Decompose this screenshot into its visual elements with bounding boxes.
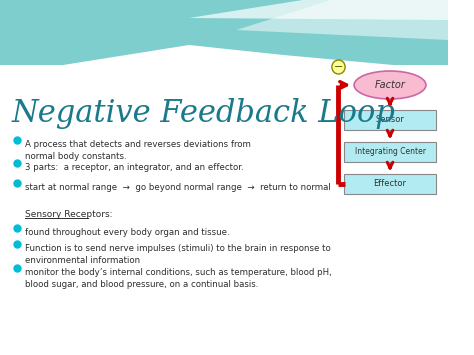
Text: 3 parts:  a receptor, an integrator, and an effector.: 3 parts: a receptor, an integrator, and … [25,163,243,172]
Text: −: − [334,62,343,72]
Text: Effector: Effector [374,180,407,189]
FancyBboxPatch shape [0,65,448,355]
Circle shape [332,60,345,74]
Text: found throughout every body organ and tissue.: found throughout every body organ and ti… [25,228,229,237]
Text: monitor the body’s internal conditions, such as temperature, blood pH,
blood sug: monitor the body’s internal conditions, … [25,268,331,289]
Ellipse shape [354,71,426,99]
Polygon shape [0,0,448,75]
Polygon shape [237,0,448,40]
FancyBboxPatch shape [344,110,436,130]
FancyBboxPatch shape [344,174,436,194]
Text: Sensory Receptors:: Sensory Receptors: [25,210,112,219]
Text: A process that detects and reverses deviations from
normal body constants.: A process that detects and reverses devi… [25,140,250,161]
Text: Integrating Center: Integrating Center [355,147,426,157]
Text: Factor: Factor [374,80,405,90]
Text: Negative Feedback Loop: Negative Feedback Loop [11,98,395,129]
Text: Sensor: Sensor [375,115,404,125]
Polygon shape [189,0,448,20]
Text: start at normal range  →  go beyond normal range  →  return to normal: start at normal range → go beyond normal… [25,183,330,192]
FancyBboxPatch shape [344,142,436,162]
Text: Function is to send nerve impulses (stimuli) to the brain in response to
environ: Function is to send nerve impulses (stim… [25,244,330,265]
